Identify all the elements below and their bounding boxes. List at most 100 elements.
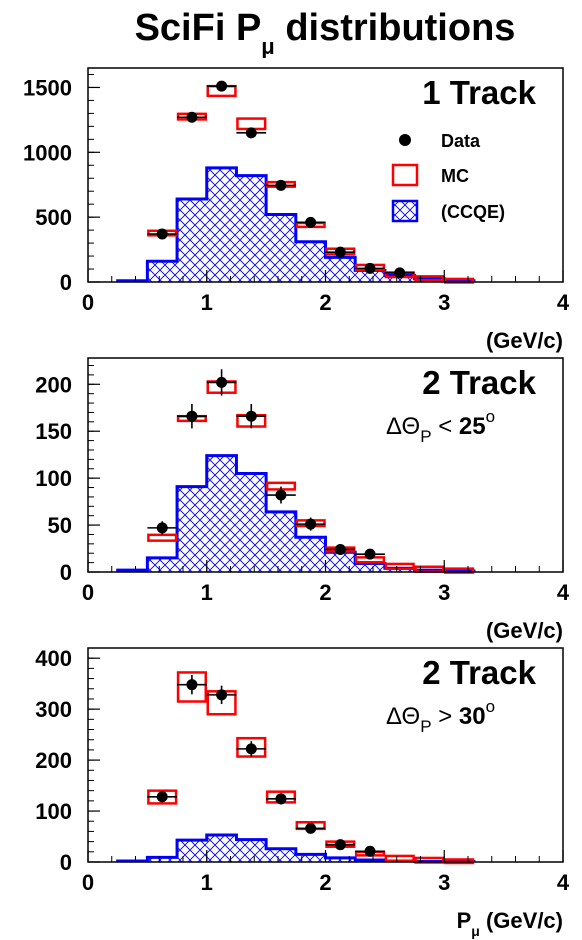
ccqe-bin-fill bbox=[325, 857, 356, 862]
title-text: SciFi Pμ distributions bbox=[135, 7, 516, 58]
y-tick-label: 0 bbox=[60, 850, 72, 875]
ccqe-bin-fill bbox=[147, 857, 178, 862]
data-point bbox=[394, 267, 406, 279]
y-tick-label: 200 bbox=[35, 372, 72, 397]
cut-value: 25 bbox=[459, 413, 486, 440]
mc-box bbox=[444, 858, 475, 865]
y-tick-label: 100 bbox=[35, 466, 72, 491]
x-tick-label: 1 bbox=[201, 290, 213, 315]
data-points bbox=[147, 369, 385, 560]
y-tick-label: 300 bbox=[35, 697, 72, 722]
y-tick-label: 0 bbox=[60, 560, 72, 585]
ccqe-bin-fill bbox=[355, 270, 385, 282]
mc-box bbox=[176, 671, 207, 703]
ccqe-bin-fill bbox=[355, 563, 385, 572]
mc-box bbox=[147, 533, 178, 542]
data-point bbox=[305, 822, 317, 834]
data-point bbox=[245, 127, 257, 139]
y-tick-label: 400 bbox=[35, 646, 72, 671]
y-tick-label: 100 bbox=[35, 799, 72, 824]
panel-title: 2 Track bbox=[422, 364, 536, 401]
data-point bbox=[275, 179, 287, 191]
ccqe-bin-fill bbox=[266, 214, 296, 282]
panel-1-track: 0 500 1000 1500 0 1 2 3 4 (GeV/c) 1 Track Data MC (CC… bbox=[23, 67, 570, 353]
data-point bbox=[334, 839, 346, 851]
x-tick-label: 0 bbox=[82, 290, 94, 315]
ccqe-bin-fill bbox=[325, 552, 356, 572]
data-points bbox=[147, 80, 415, 279]
legend: Data MC (CCQE) bbox=[391, 131, 505, 223]
cut-symbol: ΔΘ bbox=[386, 413, 420, 440]
x-axis: 0 1 2 3 4 bbox=[82, 560, 570, 605]
legend-label: MC bbox=[441, 166, 469, 186]
x-tick-label: 3 bbox=[438, 290, 450, 315]
cut-degree: o bbox=[486, 407, 495, 426]
mc-box bbox=[414, 275, 445, 282]
ccqe-bin-fill bbox=[236, 839, 267, 862]
ccqe-bin-fill bbox=[266, 848, 296, 862]
y-axis: 0 500 1000 1500 bbox=[23, 73, 100, 295]
cut-value: 30 bbox=[459, 703, 486, 730]
y-axis: 0 50 100 150 200 bbox=[35, 365, 100, 585]
ccqe-bin-fill bbox=[295, 537, 326, 572]
x-tick-label: 4 bbox=[557, 290, 570, 315]
panel-title: 1 Track bbox=[422, 74, 536, 111]
data-point bbox=[216, 80, 228, 92]
x-axis-label-p: P bbox=[457, 908, 472, 933]
cut-label: ΔΘP > 30o bbox=[386, 697, 495, 736]
data-point bbox=[275, 793, 287, 805]
cut-subscript: P bbox=[420, 717, 431, 736]
data-point bbox=[156, 791, 168, 803]
y-tick-label: 500 bbox=[35, 205, 72, 230]
data-point bbox=[334, 246, 346, 258]
y-tick-label: 1500 bbox=[23, 75, 72, 100]
title-main: SciFi P bbox=[135, 7, 262, 49]
cut-operator: < bbox=[432, 413, 459, 440]
y-axis: 0 100 200 300 400 bbox=[35, 646, 100, 875]
ccqe-bin-fill bbox=[177, 198, 207, 282]
x-tick-label: 1 bbox=[201, 580, 213, 605]
y-tick-label: 200 bbox=[35, 748, 72, 773]
ccqe-bin-fill bbox=[384, 568, 415, 572]
ccqe-bin-fill bbox=[147, 261, 178, 282]
data-point bbox=[245, 743, 257, 755]
x-axis: 0 1 2 3 4 bbox=[82, 270, 570, 315]
title-tail: distributions bbox=[275, 7, 516, 49]
title-subscript: μ bbox=[261, 34, 274, 58]
data-point bbox=[156, 228, 168, 240]
x-tick-label: 0 bbox=[82, 580, 94, 605]
legend-ccqe-marker bbox=[391, 199, 419, 223]
cut-degree: o bbox=[486, 697, 495, 716]
y-tick-label: 150 bbox=[35, 419, 72, 444]
ccqe-bin-fill bbox=[206, 834, 237, 862]
y-tick-label: 50 bbox=[48, 513, 72, 538]
data-point bbox=[305, 216, 317, 228]
y-tick-label: 1000 bbox=[23, 140, 72, 165]
data-point bbox=[216, 376, 228, 388]
legend-label: (CCQE) bbox=[441, 202, 505, 222]
legend-data-marker bbox=[399, 134, 411, 146]
panel-title: 2 Track bbox=[422, 654, 536, 691]
data-point bbox=[245, 410, 257, 422]
x-axis-label: Pμ (GeV/c) bbox=[457, 908, 563, 939]
x-axis-label: (GeV/c) bbox=[486, 618, 563, 643]
data-point bbox=[156, 522, 168, 534]
ccqe-bin-fill bbox=[325, 257, 356, 282]
x-axis-label-unit: (GeV/c) bbox=[480, 908, 563, 933]
x-tick-label: 2 bbox=[319, 290, 331, 315]
x-tick-label: 2 bbox=[319, 870, 331, 895]
data-points bbox=[147, 675, 385, 857]
data-point bbox=[186, 679, 198, 691]
data-point bbox=[186, 111, 198, 123]
ccqe-histogram bbox=[116, 833, 476, 863]
mc-box bbox=[384, 562, 415, 571]
cut-label: ΔΘP < 25o bbox=[386, 407, 495, 446]
legend-label: Data bbox=[441, 131, 481, 151]
ccqe-bin-fill bbox=[236, 473, 267, 572]
x-tick-label: 2 bbox=[319, 580, 331, 605]
x-tick-label: 4 bbox=[557, 870, 570, 895]
data-point bbox=[186, 410, 198, 422]
ccqe-histogram bbox=[116, 454, 476, 573]
